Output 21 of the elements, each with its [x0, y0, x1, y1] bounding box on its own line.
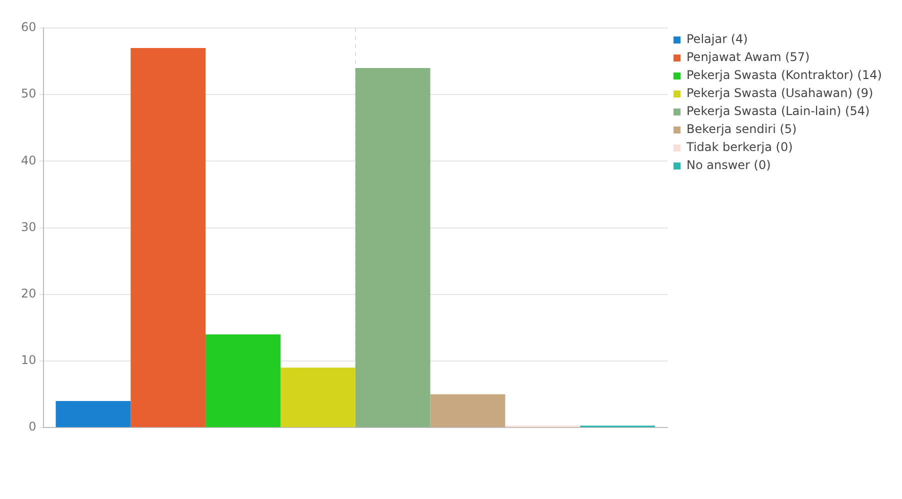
y-tick-label: 0	[28, 420, 36, 434]
legend-label: Penjawat Awam (57)	[686, 50, 810, 64]
legend-label: Tidak berkerja (0)	[686, 140, 793, 154]
bar	[206, 334, 280, 428]
y-tick-label: 20	[20, 286, 36, 301]
legend-label: Pelajar (4)	[686, 32, 748, 46]
bar	[355, 68, 430, 428]
legend-label: Pekerja Swasta (Lain-lain) (54)	[686, 104, 870, 118]
legend-label: No answer (0)	[686, 158, 771, 172]
legend-label: Pekerja Swasta (Usahawan) (9)	[686, 86, 874, 100]
legend-label: Pekerja Swasta (Kontraktor) (14)	[686, 68, 882, 82]
y-tick-label: 50	[20, 86, 36, 101]
legend-label: Bekerja sendiri (5)	[686, 122, 797, 136]
y-tick-label: 60	[20, 20, 36, 34]
bar	[56, 400, 131, 428]
bar	[130, 48, 206, 428]
bar	[280, 368, 356, 428]
y-tick-label: 30	[20, 220, 36, 234]
y-tick-label: 40	[20, 153, 36, 168]
y-tick-label: 10	[20, 353, 36, 368]
bar	[430, 394, 506, 428]
